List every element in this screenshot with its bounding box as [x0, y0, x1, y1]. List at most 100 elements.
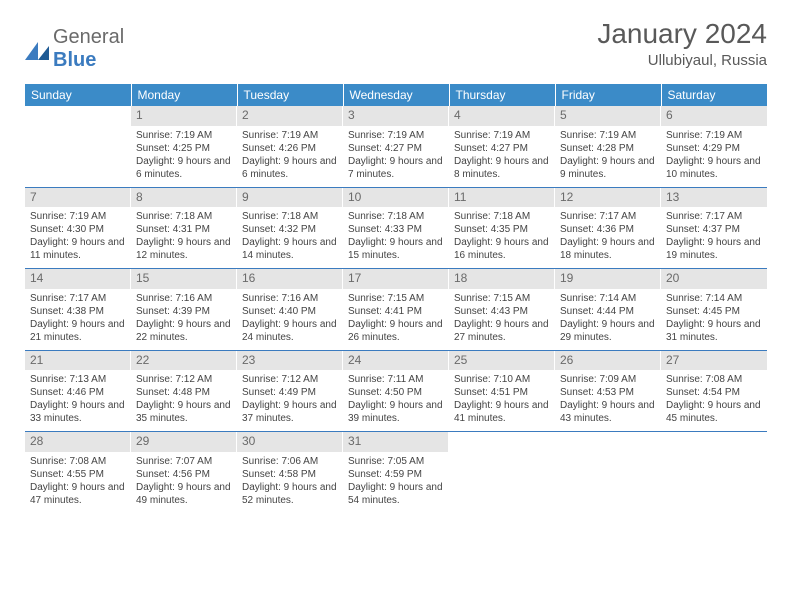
day-number: 3	[343, 106, 449, 126]
calendar-cell: 17Sunrise: 7:15 AMSunset: 4:41 PMDayligh…	[343, 269, 449, 351]
calendar-cell: 28Sunrise: 7:08 AMSunset: 4:55 PMDayligh…	[25, 432, 131, 513]
sunrise-text: Sunrise: 7:19 AM	[348, 129, 444, 142]
sunrise-text: Sunrise: 7:16 AM	[242, 292, 338, 305]
day-content: Sunrise: 7:19 AMSunset: 4:27 PMDaylight:…	[449, 126, 555, 187]
calendar-cell: 21Sunrise: 7:13 AMSunset: 4:46 PMDayligh…	[25, 350, 131, 432]
calendar-cell	[555, 432, 661, 513]
sunrise-text: Sunrise: 7:18 AM	[242, 210, 338, 223]
weekday-header: Saturday	[661, 84, 767, 106]
calendar-cell	[661, 432, 767, 513]
calendar-cell: 30Sunrise: 7:06 AMSunset: 4:58 PMDayligh…	[237, 432, 343, 513]
sunrise-text: Sunrise: 7:14 AM	[560, 292, 656, 305]
day-content: Sunrise: 7:13 AMSunset: 4:46 PMDaylight:…	[25, 370, 131, 431]
calendar-cell: 5Sunrise: 7:19 AMSunset: 4:28 PMDaylight…	[555, 106, 661, 187]
sunset-text: Sunset: 4:49 PM	[242, 386, 338, 399]
day-number: 29	[131, 432, 237, 452]
daylight-text: Daylight: 9 hours and 31 minutes.	[666, 318, 762, 344]
day-content-empty	[661, 432, 767, 484]
day-content: Sunrise: 7:07 AMSunset: 4:56 PMDaylight:…	[131, 452, 237, 513]
calendar-cell: 14Sunrise: 7:17 AMSunset: 4:38 PMDayligh…	[25, 269, 131, 351]
sunrise-text: Sunrise: 7:12 AM	[242, 373, 338, 386]
day-content-empty	[555, 432, 661, 484]
daylight-text: Daylight: 9 hours and 54 minutes.	[348, 481, 444, 507]
daylight-text: Daylight: 9 hours and 35 minutes.	[136, 399, 232, 425]
sunrise-text: Sunrise: 7:15 AM	[454, 292, 550, 305]
calendar-cell: 26Sunrise: 7:09 AMSunset: 4:53 PMDayligh…	[555, 350, 661, 432]
calendar-cell: 1Sunrise: 7:19 AMSunset: 4:25 PMDaylight…	[131, 106, 237, 187]
sunrise-text: Sunrise: 7:14 AM	[666, 292, 762, 305]
calendar-cell: 15Sunrise: 7:16 AMSunset: 4:39 PMDayligh…	[131, 269, 237, 351]
sunrise-text: Sunrise: 7:19 AM	[242, 129, 338, 142]
header: General Blue January 2024 Ullubiyaul, Ru…	[25, 18, 767, 72]
day-content: Sunrise: 7:19 AMSunset: 4:26 PMDaylight:…	[237, 126, 343, 187]
daylight-text: Daylight: 9 hours and 15 minutes.	[348, 236, 444, 262]
sunset-text: Sunset: 4:31 PM	[136, 223, 232, 236]
calendar-cell: 10Sunrise: 7:18 AMSunset: 4:33 PMDayligh…	[343, 187, 449, 269]
calendar-cell: 8Sunrise: 7:18 AMSunset: 4:31 PMDaylight…	[131, 187, 237, 269]
day-content: Sunrise: 7:08 AMSunset: 4:55 PMDaylight:…	[25, 452, 131, 513]
sunrise-text: Sunrise: 7:07 AM	[136, 455, 232, 468]
day-content: Sunrise: 7:18 AMSunset: 4:32 PMDaylight:…	[237, 207, 343, 268]
daylight-text: Daylight: 9 hours and 6 minutes.	[136, 155, 232, 181]
day-content: Sunrise: 7:18 AMSunset: 4:31 PMDaylight:…	[131, 207, 237, 268]
sunset-text: Sunset: 4:54 PM	[666, 386, 762, 399]
day-content: Sunrise: 7:19 AMSunset: 4:28 PMDaylight:…	[555, 126, 661, 187]
sunset-text: Sunset: 4:28 PM	[560, 142, 656, 155]
daylight-text: Daylight: 9 hours and 8 minutes.	[454, 155, 550, 181]
day-content: Sunrise: 7:14 AMSunset: 4:44 PMDaylight:…	[555, 289, 661, 350]
day-number: 8	[131, 188, 237, 208]
day-number: 11	[449, 188, 555, 208]
daylight-text: Daylight: 9 hours and 43 minutes.	[560, 399, 656, 425]
calendar-cell: 12Sunrise: 7:17 AMSunset: 4:36 PMDayligh…	[555, 187, 661, 269]
daylight-text: Daylight: 9 hours and 16 minutes.	[454, 236, 550, 262]
sunrise-text: Sunrise: 7:19 AM	[666, 129, 762, 142]
sunrise-text: Sunrise: 7:10 AM	[454, 373, 550, 386]
sunset-text: Sunset: 4:48 PM	[136, 386, 232, 399]
daylight-text: Daylight: 9 hours and 26 minutes.	[348, 318, 444, 344]
sunset-text: Sunset: 4:46 PM	[30, 386, 126, 399]
calendar-cell: 4Sunrise: 7:19 AMSunset: 4:27 PMDaylight…	[449, 106, 555, 187]
weekday-header: Thursday	[449, 84, 555, 106]
sunrise-text: Sunrise: 7:09 AM	[560, 373, 656, 386]
day-number: 27	[661, 351, 767, 371]
calendar-row: 14Sunrise: 7:17 AMSunset: 4:38 PMDayligh…	[25, 269, 767, 351]
day-content: Sunrise: 7:17 AMSunset: 4:36 PMDaylight:…	[555, 207, 661, 268]
day-number: 19	[555, 269, 661, 289]
sunset-text: Sunset: 4:41 PM	[348, 305, 444, 318]
day-content: Sunrise: 7:18 AMSunset: 4:33 PMDaylight:…	[343, 207, 449, 268]
day-number: 22	[131, 351, 237, 371]
day-content: Sunrise: 7:19 AMSunset: 4:25 PMDaylight:…	[131, 126, 237, 187]
day-number: 25	[449, 351, 555, 371]
day-content: Sunrise: 7:17 AMSunset: 4:37 PMDaylight:…	[661, 207, 767, 268]
day-number: 1	[131, 106, 237, 126]
daylight-text: Daylight: 9 hours and 7 minutes.	[348, 155, 444, 181]
sunrise-text: Sunrise: 7:16 AM	[136, 292, 232, 305]
sunset-text: Sunset: 4:51 PM	[454, 386, 550, 399]
sunrise-text: Sunrise: 7:17 AM	[666, 210, 762, 223]
day-number: 26	[555, 351, 661, 371]
sunset-text: Sunset: 4:33 PM	[348, 223, 444, 236]
calendar-table: Sunday Monday Tuesday Wednesday Thursday…	[25, 84, 767, 513]
calendar-cell: 7Sunrise: 7:19 AMSunset: 4:30 PMDaylight…	[25, 187, 131, 269]
calendar-cell: 29Sunrise: 7:07 AMSunset: 4:56 PMDayligh…	[131, 432, 237, 513]
sunset-text: Sunset: 4:40 PM	[242, 305, 338, 318]
sunset-text: Sunset: 4:37 PM	[666, 223, 762, 236]
daylight-text: Daylight: 9 hours and 41 minutes.	[454, 399, 550, 425]
sunset-text: Sunset: 4:25 PM	[136, 142, 232, 155]
day-content: Sunrise: 7:15 AMSunset: 4:41 PMDaylight:…	[343, 289, 449, 350]
day-content: Sunrise: 7:17 AMSunset: 4:38 PMDaylight:…	[25, 289, 131, 350]
sunrise-text: Sunrise: 7:17 AM	[560, 210, 656, 223]
logo-icon	[25, 38, 51, 60]
day-content: Sunrise: 7:19 AMSunset: 4:27 PMDaylight:…	[343, 126, 449, 187]
sunset-text: Sunset: 4:27 PM	[348, 142, 444, 155]
sunset-text: Sunset: 4:58 PM	[242, 468, 338, 481]
sunset-text: Sunset: 4:59 PM	[348, 468, 444, 481]
daylight-text: Daylight: 9 hours and 52 minutes.	[242, 481, 338, 507]
daylight-text: Daylight: 9 hours and 29 minutes.	[560, 318, 656, 344]
day-content: Sunrise: 7:14 AMSunset: 4:45 PMDaylight:…	[661, 289, 767, 350]
calendar-cell: 20Sunrise: 7:14 AMSunset: 4:45 PMDayligh…	[661, 269, 767, 351]
calendar-cell: 9Sunrise: 7:18 AMSunset: 4:32 PMDaylight…	[237, 187, 343, 269]
daylight-text: Daylight: 9 hours and 45 minutes.	[666, 399, 762, 425]
sunset-text: Sunset: 4:50 PM	[348, 386, 444, 399]
sunrise-text: Sunrise: 7:19 AM	[30, 210, 126, 223]
